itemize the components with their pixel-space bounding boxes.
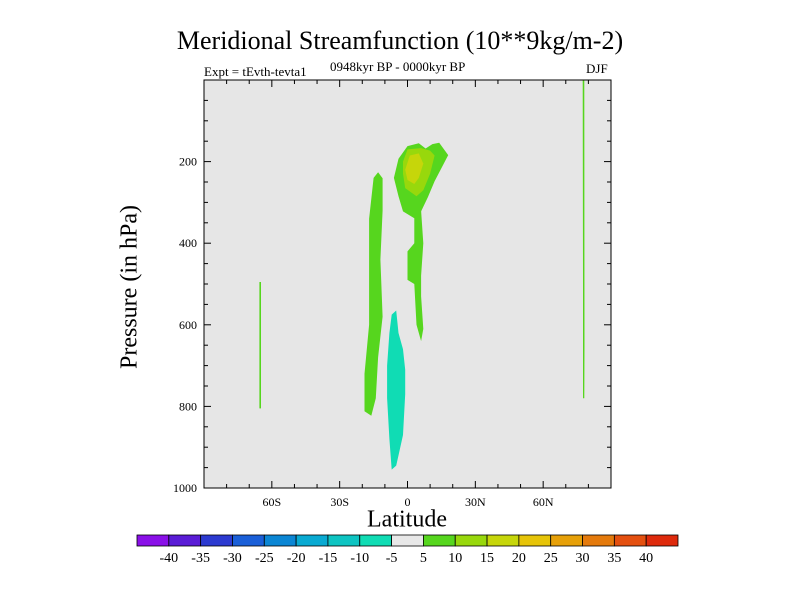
colorbar-swatch (423, 534, 456, 547)
colorbar-swatch (613, 534, 647, 547)
colorbar-label: -35 (191, 551, 210, 566)
period-label: 0948kyr BP - 0000kyr BP (330, 59, 466, 74)
colorbar-swatch (295, 534, 329, 547)
y-tick-label: 600 (179, 318, 197, 332)
colorbar-label: 15 (480, 551, 494, 566)
x-axis-label: Latitude (367, 506, 447, 533)
colorbar-label: 40 (639, 551, 653, 566)
colorbar-label: -10 (350, 551, 369, 566)
colorbar-swatch (582, 534, 615, 547)
y-tick-label: 400 (179, 236, 197, 250)
colorbar-swatch (263, 534, 297, 547)
colorbar-swatch (550, 534, 583, 547)
colorbar-swatch (391, 534, 424, 547)
region-tropical-positive-column (364, 172, 383, 416)
experiment-label: Expt = tEvth-tevta1 (204, 64, 307, 79)
region-nh-polar-sliver (582, 80, 585, 399)
y-tick-label: 800 (179, 399, 197, 413)
colorbar-swatch (645, 534, 679, 547)
colorbar-label: 30 (576, 551, 590, 566)
colorbar-swatch (486, 534, 520, 547)
colorbar-label: -30 (223, 551, 242, 566)
colorbar-swatch (200, 534, 233, 547)
x-tick-label: 30S (330, 495, 349, 509)
colorbar-label: -5 (386, 551, 398, 566)
colorbar-label: 10 (448, 551, 462, 566)
axis-ticks: 60S 30S 0 30N 60N 200 400 600 800 1000 (173, 80, 612, 509)
colorbar-swatch (359, 534, 392, 547)
contour-regions (259, 80, 585, 470)
colorbar-swatch (327, 534, 361, 547)
region-nh-lower-positive-tongue (407, 210, 424, 342)
colorbar-swatch (168, 534, 202, 547)
x-tick-label: 60S (262, 495, 281, 509)
region-sh-polar-sliver (259, 282, 261, 409)
plot-background (204, 80, 611, 488)
colorbar-swatch (518, 534, 552, 547)
colorbar-swatch (454, 534, 488, 547)
x-tick-label: 0 (405, 495, 411, 509)
colorbar-label: 5 (420, 551, 427, 566)
colorbar-label: 35 (607, 551, 621, 566)
region-nh-upper-core-15-20 (405, 153, 424, 184)
chart-title: Meridional Streamfunction (10**9kg/m-2) (176, 26, 624, 55)
y-tick-label: 1000 (173, 481, 197, 495)
colorbar-label: -20 (287, 551, 306, 566)
region-sh-negative-column (387, 310, 406, 470)
colorbar-label: -25 (255, 551, 274, 566)
colorbar: -40 -35 -30 -25 -20 -15 -10 -5 5 10 15 20 25 30 35 40 (136, 534, 679, 566)
y-tick-label: 200 (179, 155, 197, 169)
colorbar-label: 25 (544, 551, 558, 566)
colorbar-swatch (136, 534, 170, 547)
colorbar-label: 20 (512, 551, 526, 566)
x-tick-label: 30N (465, 495, 486, 509)
season-label: DJF (586, 61, 608, 76)
x-tick-label: 60N (533, 495, 554, 509)
colorbar-swatch (232, 534, 265, 547)
colorbar-label: -40 (159, 551, 178, 566)
colorbar-label: -15 (319, 551, 338, 566)
